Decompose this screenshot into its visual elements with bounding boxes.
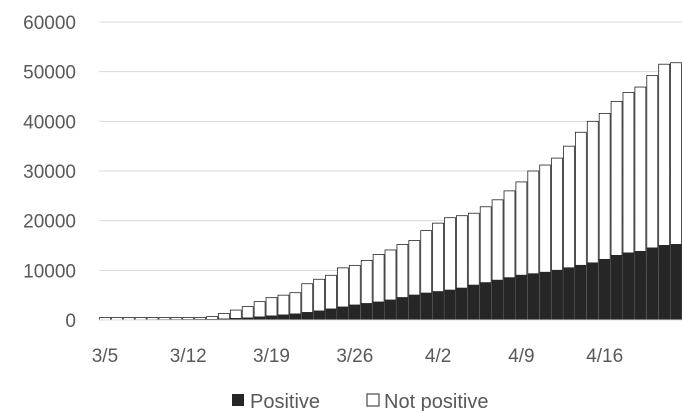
bar-positive: [420, 292, 433, 321]
bar-positive: [634, 251, 647, 321]
y-tick-label: 20000: [23, 212, 76, 233]
bar-not-positive: [241, 306, 254, 319]
legend-swatch-positive: [232, 394, 244, 406]
bar-positive: [539, 271, 552, 321]
bar-not-positive: [586, 120, 599, 264]
x-tick-label: 4/2: [425, 346, 451, 367]
bar-positive: [432, 291, 444, 321]
y-tick-label: 50000: [23, 63, 76, 84]
bar-positive: [313, 310, 325, 321]
bar-not-positive: [253, 301, 266, 318]
x-tick-label: 4/16: [586, 346, 623, 367]
x-tick-label: 3/12: [170, 346, 207, 367]
bar-not-positive: [265, 297, 278, 317]
bar-not-positive: [313, 278, 325, 312]
bar-positive: [265, 315, 278, 321]
bar-positive: [670, 244, 682, 321]
bar-positive: [551, 269, 563, 321]
y-axis-tick-labels: 0 10000 20000 30000 40000 50000 60000: [23, 13, 76, 332]
bar-not-positive: [491, 199, 504, 281]
x-tick-label: 3/26: [336, 346, 373, 367]
bar-not-positive: [420, 230, 433, 294]
bar-positive: [598, 259, 611, 321]
bar-not-positive: [503, 190, 516, 279]
bar-not-positive: [206, 316, 218, 320]
bar-positive: [408, 294, 421, 321]
bar-not-positive: [229, 309, 242, 319]
bar-not-positive: [301, 283, 314, 313]
bar-not-positive: [563, 145, 575, 269]
bar-not-positive: [551, 157, 563, 271]
bar-positive: [479, 282, 492, 321]
bar-not-positive: [218, 313, 230, 320]
bar-not-positive: [384, 249, 397, 301]
bar-positive: [384, 299, 397, 321]
legend-label-not-positive: Not positive: [384, 391, 489, 411]
bar-not-positive: [598, 112, 611, 260]
legend-swatch-not-positive: [366, 393, 380, 407]
bar-positive: [360, 303, 373, 321]
bar-positive: [658, 245, 671, 321]
bar-not-positive: [408, 240, 421, 296]
bar-positive: [444, 289, 456, 321]
bar-not-positive: [479, 206, 492, 284]
bar-positive: [527, 273, 540, 321]
bar-positive: [622, 252, 635, 321]
bar-positive: [610, 255, 623, 321]
bars: [99, 62, 682, 321]
bar-positive: [337, 306, 349, 321]
bar-not-positive: [539, 164, 552, 273]
bar-not-positive: [444, 217, 456, 291]
bar-positive: [277, 314, 290, 321]
bar-not-positive: [432, 222, 444, 293]
y-tick-label: 10000: [23, 261, 76, 282]
bar-positive: [515, 274, 528, 321]
y-tick-label: 60000: [23, 13, 76, 34]
bar-positive: [325, 308, 337, 321]
bar-positive: [372, 301, 385, 321]
bar-positive: [646, 247, 659, 321]
bar-positive: [456, 287, 468, 321]
y-tick-label: 40000: [23, 112, 76, 133]
bar-positive: [574, 264, 587, 321]
bar-not-positive: [515, 181, 528, 276]
bar-positive: [503, 277, 516, 321]
bar-positive: [289, 313, 302, 321]
bar-not-positive: [456, 215, 468, 289]
bar-not-positive: [372, 254, 385, 303]
bar-not-positive: [289, 292, 302, 315]
bar-positive: [348, 304, 361, 321]
bar-positive: [396, 297, 409, 321]
y-tick-label: 0: [65, 311, 76, 332]
bar-positive: [491, 279, 504, 321]
bar-not-positive: [467, 212, 480, 286]
bar-not-positive: [634, 86, 647, 252]
y-tick-label: 30000: [23, 162, 76, 183]
bar-positive: [586, 262, 599, 321]
x-axis-tick-labels: 3/5 3/12 3/19 3/26 4/2 4/9 4/16: [92, 346, 623, 367]
x-tick-label: 3/5: [92, 346, 118, 367]
bar-not-positive: [610, 101, 623, 256]
x-tick-label: 4/9: [508, 346, 534, 367]
bar-not-positive: [646, 75, 659, 249]
bar-not-positive: [670, 62, 682, 245]
bar-positive: [467, 284, 480, 321]
bar-not-positive: [325, 274, 337, 310]
bar-not-positive: [396, 244, 409, 299]
bar-not-positive: [658, 63, 671, 246]
bar-not-positive: [337, 267, 349, 308]
bar-positive: [301, 312, 314, 321]
x-tick-label: 3/19: [253, 346, 290, 367]
bar-not-positive: [348, 264, 361, 306]
bar-not-positive: [277, 294, 290, 316]
bar-not-positive: [527, 170, 540, 275]
bar-not-positive: [360, 259, 373, 305]
legend: Positive Not positive: [232, 391, 489, 411]
bar-not-positive: [574, 131, 587, 266]
bar-positive: [563, 267, 575, 321]
legend-label-positive: Positive: [250, 391, 320, 411]
bar-not-positive: [622, 92, 635, 254]
